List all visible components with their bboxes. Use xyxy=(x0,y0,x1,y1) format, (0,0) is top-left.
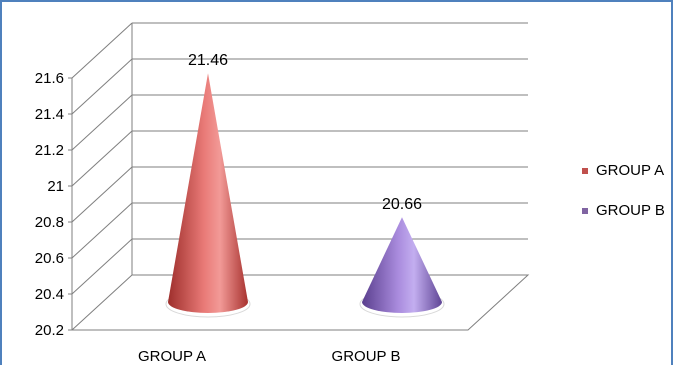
gridline-side xyxy=(71,238,133,295)
gridline-side xyxy=(71,58,133,115)
y-tick-label: 21 xyxy=(47,178,64,195)
cone-body xyxy=(362,217,442,313)
y-tick-label: 20.6 xyxy=(35,250,64,267)
legend: GROUP A GROUP B xyxy=(582,162,665,219)
gridline-side xyxy=(71,22,133,79)
legend-entry-label: GROUP A xyxy=(596,162,664,179)
gridline-side xyxy=(71,94,133,151)
y-tick-label: 20.4 xyxy=(35,286,64,303)
cone-group-b: 20.66 xyxy=(359,196,445,318)
cones: 21.46 20.66 xyxy=(165,52,445,318)
y-tick-label: 21.2 xyxy=(35,142,64,159)
y-tick-label: 21.4 xyxy=(35,106,64,123)
floor xyxy=(70,274,530,331)
legend-entry-label: GROUP B xyxy=(596,202,665,219)
legend-swatch xyxy=(582,168,588,174)
y-axis-ticks: 20.2 20.4 20.6 20.8 21 21.2 21.4 21.6 xyxy=(35,70,72,339)
x-axis-categories: GROUP A GROUP B xyxy=(138,348,401,365)
y-tick-label: 20.8 xyxy=(35,214,64,231)
cone-group-a: 21.46 xyxy=(165,52,251,318)
data-label: 20.66 xyxy=(382,196,422,213)
gridlines xyxy=(71,22,528,295)
legend-swatch xyxy=(582,208,588,214)
data-label: 21.46 xyxy=(188,52,228,69)
gridline-side xyxy=(71,202,133,259)
y-tick-label: 20.2 xyxy=(35,322,64,339)
x-category-label: GROUP A xyxy=(138,348,206,365)
y-tick-label: 21.6 xyxy=(35,70,64,87)
chart-walls xyxy=(70,23,530,331)
cone-body xyxy=(168,73,248,313)
gridline-side xyxy=(71,166,133,223)
gridline-side xyxy=(71,130,133,187)
x-category-label: GROUP B xyxy=(332,348,401,365)
